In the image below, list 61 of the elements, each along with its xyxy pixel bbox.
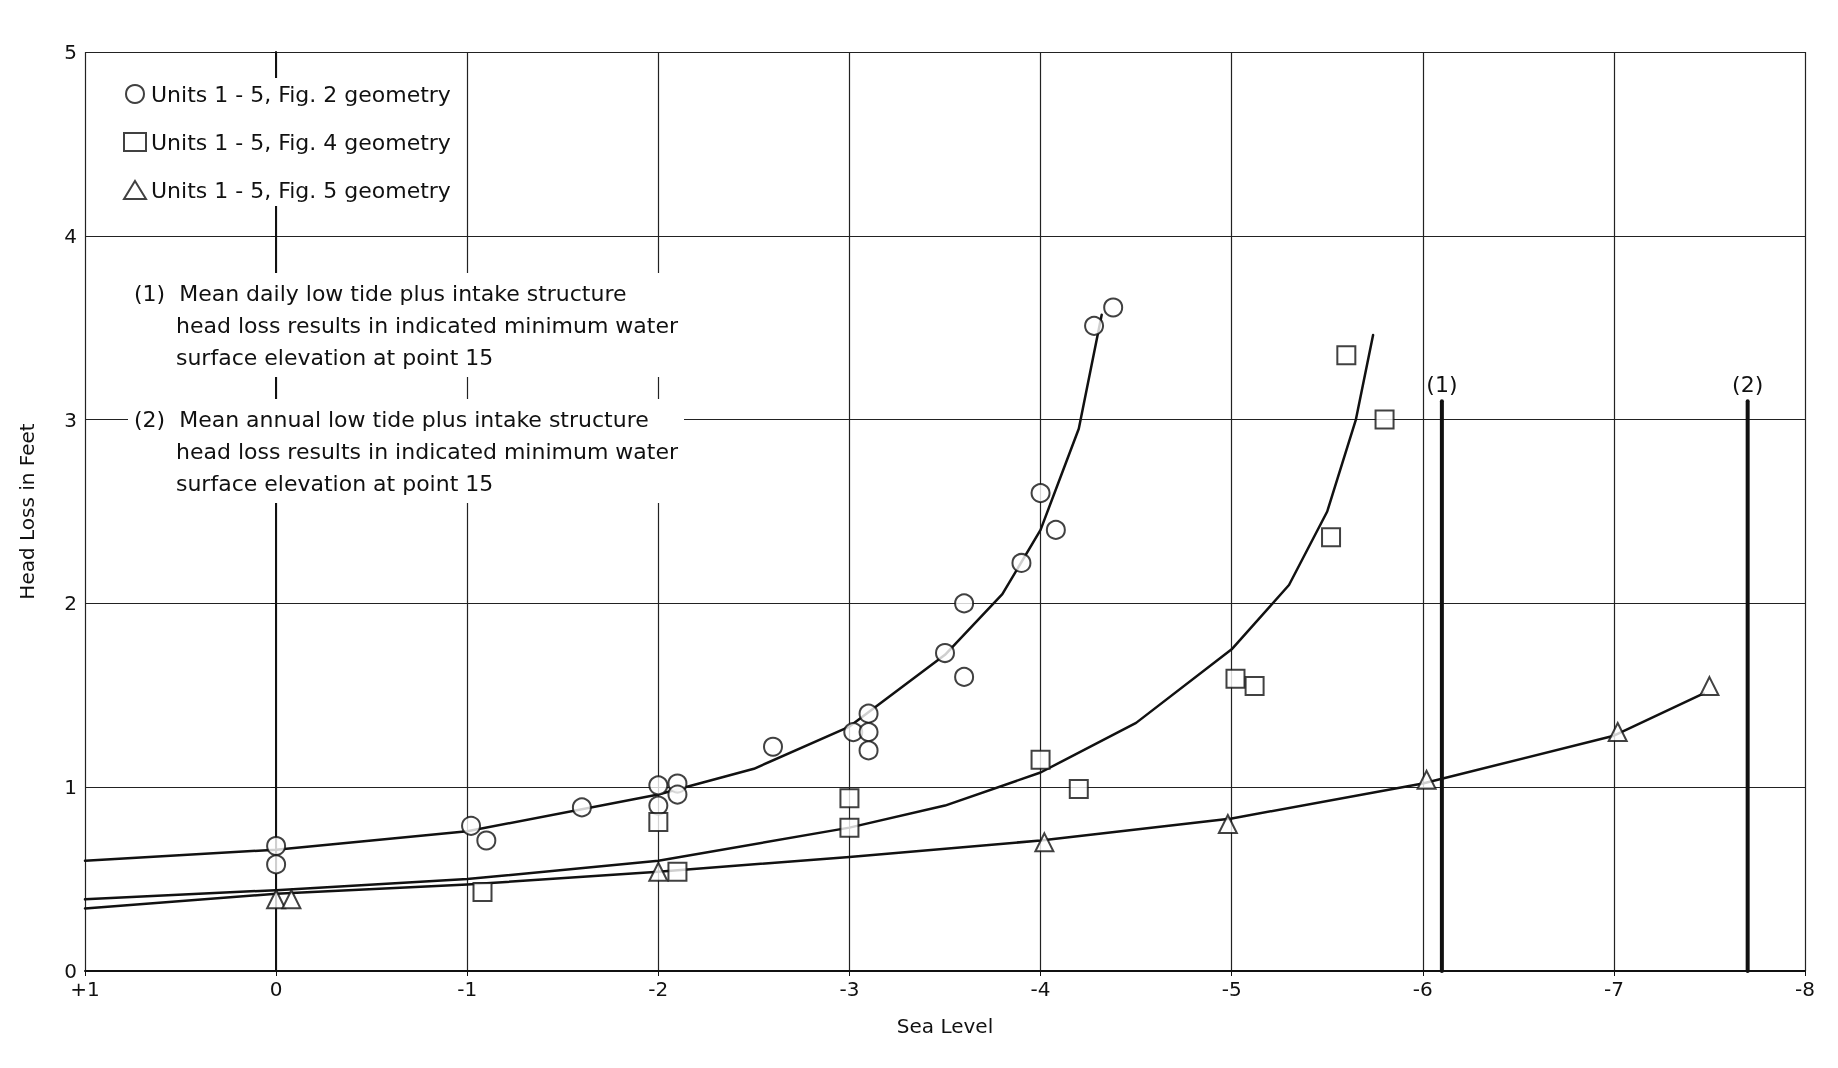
point [648, 812, 669, 833]
legend-label: Units 1 - 5, Fig. 2 geometry [151, 81, 451, 107]
point [266, 889, 287, 910]
point [1103, 297, 1124, 318]
x-tick-label: -6 [1412, 977, 1433, 1001]
point [648, 775, 669, 796]
point [1374, 409, 1395, 430]
point [1084, 315, 1105, 336]
x-tick-label: -8 [1795, 977, 1815, 1001]
point [858, 740, 879, 761]
point [1030, 483, 1051, 504]
point [1321, 527, 1342, 548]
x-tick-label: -1 [457, 977, 478, 1001]
point [839, 817, 860, 838]
point [461, 815, 482, 836]
point [1244, 676, 1265, 697]
y-tick-label: 4 [64, 223, 77, 248]
point [858, 703, 879, 724]
point [266, 854, 287, 875]
annotation: (2) [1732, 371, 1764, 397]
point [858, 722, 879, 743]
point [954, 666, 975, 687]
x-tick-label: 0 [269, 977, 283, 1001]
point [1607, 722, 1628, 743]
point [1011, 552, 1032, 573]
point [667, 784, 688, 805]
y-tick-label: 1 [64, 775, 77, 800]
x-axis-title: Sea Level [896, 1014, 994, 1038]
y-tick-label: 5 [64, 40, 77, 64]
x-tick-label: -2 [648, 977, 669, 1001]
point [1416, 769, 1437, 790]
point [1225, 668, 1246, 689]
y-tick-label: 3 [64, 407, 77, 432]
point [839, 788, 860, 809]
annotation: (1) Mean daily low tide plus intake structure head loss results in indicated minimum water surface elevation at point 15 [134, 280, 679, 370]
point [1045, 519, 1066, 540]
legend-label: Units 1 - 5, Fig. 5 geometry [151, 177, 451, 203]
point [1217, 813, 1238, 834]
annotation: (1) [1426, 371, 1458, 397]
x-tick-label: -4 [1030, 977, 1051, 1001]
point [476, 830, 497, 851]
x-tick-label: -3 [839, 977, 860, 1001]
point [266, 836, 287, 857]
point [472, 881, 493, 902]
point [571, 797, 592, 818]
point [935, 643, 955, 664]
legend-label: Units 1 - 5, Fig. 4 geometry [151, 129, 451, 155]
y-axis-title: Head Loss in Feet [15, 423, 39, 600]
point [1034, 832, 1055, 853]
x-tick-label: -7 [1603, 977, 1624, 1001]
x-tick-label: -5 [1221, 977, 1242, 1001]
point [667, 861, 688, 882]
point [1068, 779, 1089, 800]
point [281, 889, 302, 910]
point [1336, 345, 1357, 366]
point [648, 861, 669, 882]
y-tick-label: 2 [64, 591, 77, 616]
point [954, 593, 975, 614]
annotation: (2) Mean annual low tide plus intake structure head loss results in indicated minimum water surface elevation at point 15 [134, 406, 679, 496]
point [763, 736, 783, 757]
point [1030, 749, 1051, 770]
